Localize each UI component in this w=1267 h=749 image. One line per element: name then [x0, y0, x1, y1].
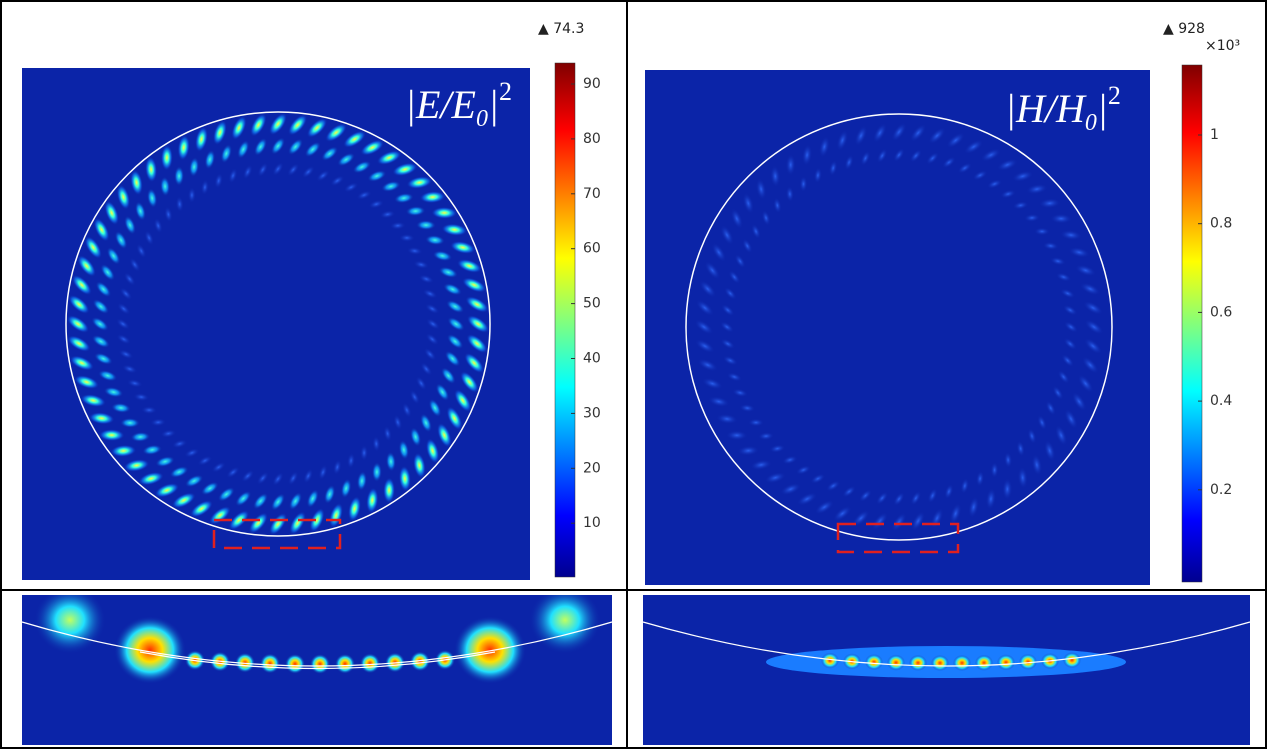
field-spot [310, 654, 330, 674]
field-spot [931, 655, 949, 671]
colorbar-multiplier: ×10³ [1205, 38, 1240, 54]
field-spot [909, 655, 927, 671]
field-spot [865, 654, 883, 670]
colorbar-tick-label: 40 [583, 351, 601, 367]
colorbar-tick-label: 60 [583, 241, 601, 257]
colorbar-tick-label: 0.8 [1210, 216, 1232, 232]
colorbar-tick-label: 0.4 [1210, 393, 1232, 409]
field-spot [997, 654, 1015, 670]
field-spot [887, 655, 905, 671]
colorbar-tick-label: 30 [583, 405, 601, 421]
max-label: ▲ 74.3 [538, 21, 584, 37]
field-spot [114, 616, 186, 684]
colorbar-tick-label: 20 [583, 460, 601, 476]
field-spot [260, 653, 280, 673]
field-label: |E/E0|2 [405, 77, 512, 132]
field-spot [360, 653, 380, 673]
field-spot [953, 655, 971, 671]
field-spot [1063, 652, 1081, 668]
colorbar-tick-label: 90 [583, 76, 601, 92]
colorbar-tick-label: 0.2 [1210, 482, 1232, 498]
field-spot [454, 616, 526, 684]
colorbar [1182, 65, 1202, 582]
colorbar-tick-label: 10 [583, 515, 601, 531]
field-spot [335, 654, 355, 674]
colorbar-tick-label: 70 [583, 186, 601, 202]
colorbar-tick-label: 0.6 [1210, 304, 1232, 320]
field-spot [975, 655, 993, 671]
colorbar-tick-label: 50 [583, 296, 601, 312]
colorbar-tick-label: 80 [583, 131, 601, 147]
figure: |E/E0|2 |H/H0|2 ▲ 74.3 ▲ 928 ×10³ 90 80 70… [0, 0, 1267, 749]
field-spot [285, 654, 305, 674]
colorbar [555, 63, 575, 577]
max-label: ▲ 928 [1163, 21, 1205, 37]
field-spot [529, 586, 601, 654]
colorbar-tick-label: 1 [1210, 127, 1219, 143]
field-spot [34, 586, 106, 654]
field-label: |H/H0|2 [1005, 81, 1121, 136]
